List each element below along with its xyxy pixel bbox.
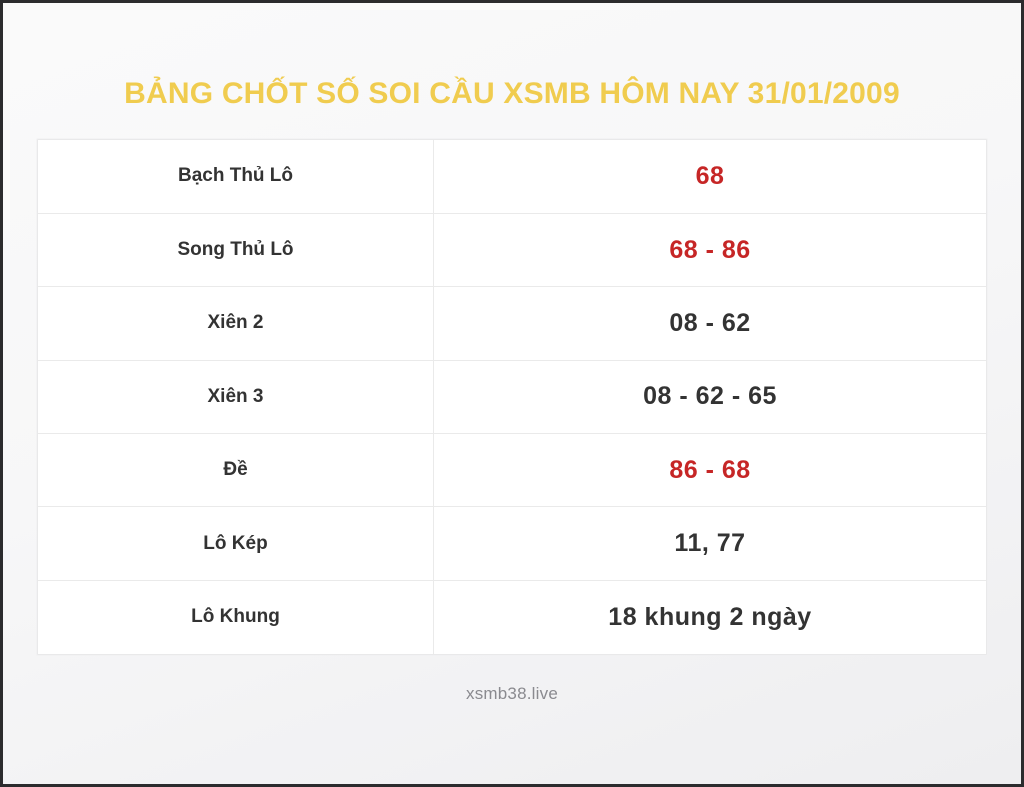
- table-row: Đề 86 - 68: [38, 433, 986, 508]
- row-label: Xiên 2: [38, 286, 434, 361]
- row-label: Lô Kép: [38, 506, 434, 581]
- row-value: 08 - 62 - 65: [433, 360, 986, 435]
- table-row: Lô Kép 11, 77: [38, 506, 986, 581]
- table-row: Lô Khung 18 khung 2 ngày: [38, 580, 986, 654]
- prediction-table-body: Bạch Thủ Lô 68 Song Thủ Lô 68 - 86 Xiên 2 08 …: [38, 140, 986, 654]
- row-label: Bạch Thủ Lô: [38, 140, 434, 214]
- row-label: Xiên 3: [38, 360, 434, 435]
- prediction-table: Bạch Thủ Lô 68 Song Thủ Lô 68 - 86 Xiên 2 08 …: [38, 140, 986, 654]
- row-value: 11, 77: [433, 506, 986, 581]
- row-label: Song Thủ Lô: [38, 213, 434, 288]
- row-label: Lô Khung: [38, 580, 434, 654]
- table-row: Song Thủ Lô 68 - 86: [38, 213, 986, 288]
- row-value: 08 - 62: [433, 286, 986, 361]
- row-label: Đề: [38, 433, 434, 508]
- row-value: 68 - 86: [433, 213, 986, 288]
- table-row: Xiên 2 08 - 62: [38, 286, 986, 361]
- page-title: BẢNG CHỐT SỐ SOI CẦU XSMB HÔM NAY 31/01/…: [124, 77, 900, 110]
- row-value: 18 khung 2 ngày: [608, 602, 812, 631]
- table-row: Xiên 3 08 - 62 - 65: [38, 360, 986, 435]
- site-watermark: xsmb38.live: [466, 683, 558, 703]
- table-row: Bạch Thủ Lô 68: [38, 140, 986, 214]
- prediction-table-container: Bạch Thủ Lô 68 Song Thủ Lô 68 - 86 Xiên 2 08 …: [37, 139, 987, 655]
- row-value: 86 - 68: [433, 433, 986, 508]
- row-value: 68: [433, 140, 986, 214]
